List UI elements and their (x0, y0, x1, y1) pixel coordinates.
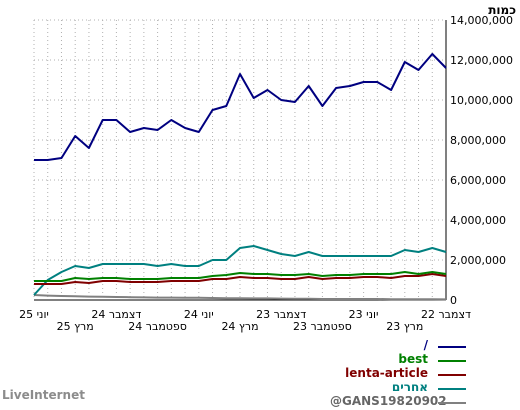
x-tick-label: דצמבר 22 (421, 308, 471, 321)
x-tick-label: מרץ 23 (386, 320, 423, 333)
legend-label: @GANS19820902 (330, 394, 447, 408)
legend-item: lenta-article (330, 366, 490, 382)
legend-swatch (438, 346, 466, 348)
legend-item: / (330, 338, 490, 354)
series-line-gans19820902 (33, 294, 447, 301)
y-tick-label: 6,000,000 (450, 174, 506, 187)
y-tick-label: 14,000,000 (450, 14, 513, 27)
legend-label: lenta-article (345, 366, 428, 380)
legend-item: best (330, 352, 490, 368)
legend-item: @GANS19820902 (330, 394, 490, 410)
x-tick-label: יוני 25 (19, 308, 49, 321)
series-line-lenta-article (34, 273, 447, 285)
x-tick-label: ספטמבר 24 (128, 320, 187, 333)
series-line- (34, 53, 447, 161)
footer-brand: LiveInternet (2, 388, 85, 402)
x-tick-label: מרץ 25 (57, 320, 94, 333)
x-tick-label: יוני 24 (184, 308, 214, 321)
legend-swatch (438, 388, 466, 390)
legend-label: best (398, 352, 428, 366)
x-tick-labels: דצמבר 22 יוני 23 דצמבר 23 יוני 24 דצמבר 24 יו… (19, 308, 471, 333)
y-tick-labels: 0 2,000,000 4,000,000 6,000,000 8,000,000 10,… (450, 14, 513, 307)
y-tick-label: 8,000,000 (450, 134, 506, 147)
series-lines (33, 53, 447, 301)
y-tick-label: 0 (450, 294, 457, 307)
legend-label: אחרים (391, 380, 428, 394)
x-tick-label: דצמבר 24 (91, 308, 141, 321)
grid (33, 19, 447, 300)
x-tick-label: מרץ 24 (221, 320, 258, 333)
legend-label: / (423, 338, 428, 352)
legend-item: אחרים (330, 380, 490, 396)
y-tick-label: 4,000,000 (450, 214, 506, 227)
series-line-best (34, 271, 447, 282)
y-tick-label: 2,000,000 (450, 254, 506, 267)
x-tick-label: דצמבר 23 (256, 308, 306, 321)
x-tick-label: יוני 23 (349, 308, 379, 321)
legend-swatch (438, 360, 466, 362)
x-tick-label: ספטמבר 23 (293, 320, 352, 333)
series-line- (33, 245, 447, 296)
y-axis-label: כמות (488, 3, 516, 17)
legend-swatch (438, 402, 466, 404)
y-tick-label: 10,000,000 (450, 94, 513, 107)
y-tick-label: 12,000,000 (450, 54, 513, 67)
legend-swatch (438, 374, 466, 376)
